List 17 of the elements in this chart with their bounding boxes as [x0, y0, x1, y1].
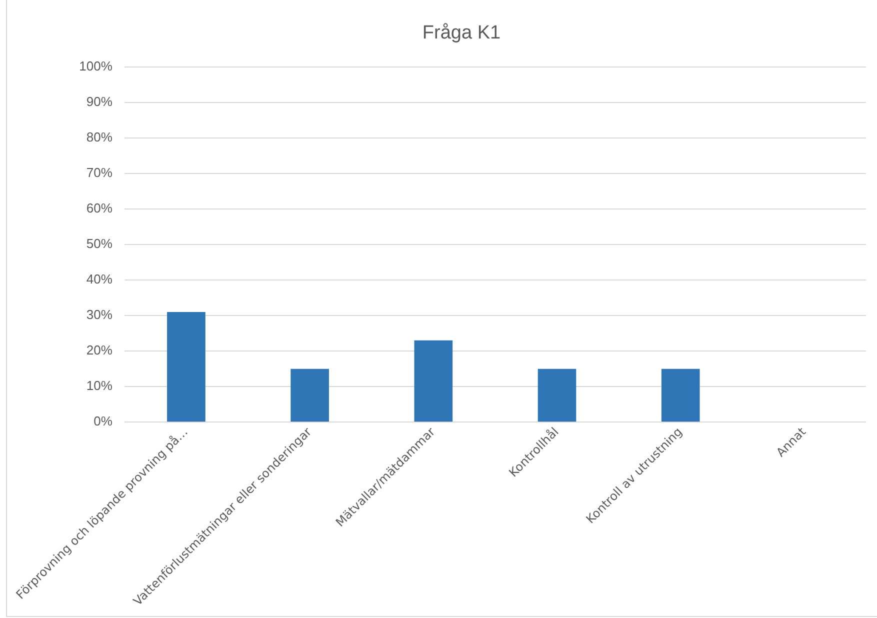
y-tick-label: 20%: [86, 342, 113, 358]
chart-title: Fråga K1: [422, 22, 501, 44]
y-tick-label: 90%: [86, 94, 113, 109]
bar: [290, 368, 329, 422]
y-tick-label: 60%: [86, 200, 113, 216]
bar: [538, 368, 576, 422]
bar: [167, 312, 206, 422]
y-tick-label: 100%: [79, 58, 113, 74]
y-tick-label: 50%: [86, 236, 113, 252]
y-tick-label: 40%: [86, 272, 113, 287]
y-tick-label: 0%: [94, 414, 113, 429]
bar: [414, 340, 453, 422]
y-tick-label: 30%: [86, 307, 113, 322]
y-tick-label: 80%: [86, 129, 113, 144]
y-tick-label: 70%: [86, 164, 113, 180]
bar: [661, 368, 700, 422]
y-tick-label: 10%: [86, 378, 113, 394]
